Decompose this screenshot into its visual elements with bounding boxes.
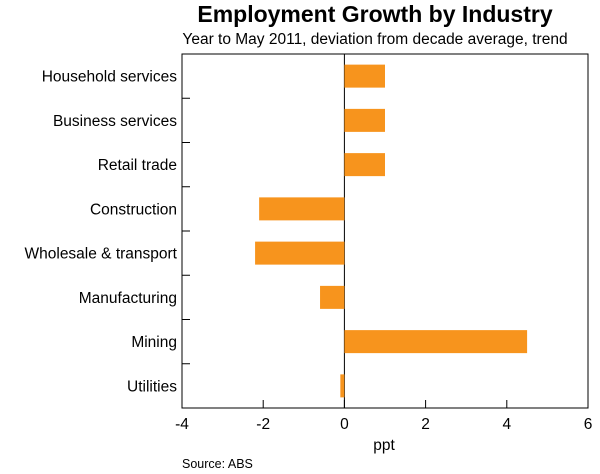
- source-note: Source: ABS: [182, 457, 253, 471]
- x-tick-label: -2: [256, 416, 270, 433]
- category-label: Retail trade: [98, 157, 177, 174]
- category-label: Construction: [90, 201, 177, 218]
- bar: [344, 330, 528, 354]
- category-label: Business services: [53, 113, 177, 130]
- category-labels: Household services Business services Retai…: [25, 69, 178, 396]
- bar: [344, 108, 385, 132]
- category-label: Mining: [131, 334, 177, 351]
- category-label: Wholesale & transport: [25, 246, 178, 263]
- chart-title: Employment Growth by Industry: [197, 1, 552, 27]
- category-label: Manufacturing: [79, 290, 177, 307]
- x-tick-label: 4: [502, 416, 511, 433]
- x-axis-ticks: -4 -2 0 2 4 6: [175, 400, 592, 433]
- x-tick-label: 6: [584, 416, 593, 433]
- bar: [344, 153, 385, 177]
- x-axis-label: ppt: [373, 437, 395, 454]
- bar: [344, 64, 385, 88]
- x-tick-label: -4: [175, 416, 189, 433]
- chart-subtitle: Year to May 2011, deviation from decade …: [182, 31, 567, 48]
- bar: [340, 374, 345, 398]
- plot-area-frame: [181, 53, 589, 409]
- category-ticks: [182, 97, 190, 365]
- bars: [255, 64, 528, 398]
- category-label: Household services: [42, 69, 178, 86]
- x-tick-label: 2: [421, 416, 430, 433]
- bar: [320, 285, 345, 309]
- bar: [259, 197, 345, 221]
- category-label: Utilities: [127, 378, 177, 395]
- bar: [255, 241, 345, 265]
- x-tick-label: 0: [340, 416, 349, 433]
